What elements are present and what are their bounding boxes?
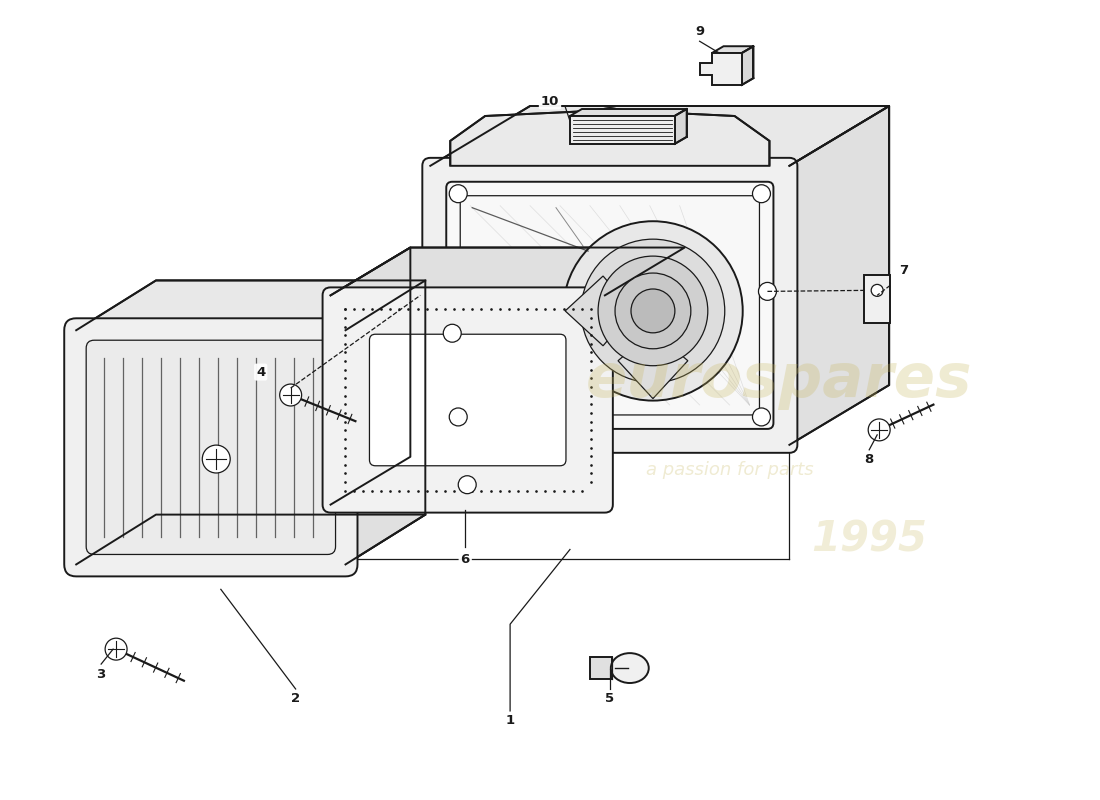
Text: 6: 6	[461, 553, 470, 566]
Text: 2: 2	[292, 693, 300, 706]
Text: 5: 5	[605, 693, 615, 706]
Circle shape	[449, 408, 468, 426]
Circle shape	[563, 222, 743, 401]
Text: a passion for parts: a passion for parts	[646, 461, 813, 478]
Polygon shape	[700, 54, 741, 85]
Circle shape	[615, 273, 691, 349]
Polygon shape	[618, 331, 688, 398]
Circle shape	[752, 408, 770, 426]
Circle shape	[459, 476, 476, 494]
Circle shape	[868, 419, 890, 441]
Circle shape	[106, 638, 128, 660]
Circle shape	[871, 285, 883, 296]
Circle shape	[631, 289, 675, 333]
Text: 3: 3	[97, 667, 106, 681]
FancyBboxPatch shape	[370, 334, 566, 466]
Polygon shape	[674, 109, 686, 144]
FancyBboxPatch shape	[64, 318, 358, 576]
Polygon shape	[741, 46, 754, 85]
Circle shape	[202, 445, 230, 473]
Polygon shape	[790, 106, 889, 445]
FancyBboxPatch shape	[86, 340, 336, 554]
Circle shape	[581, 239, 725, 382]
Polygon shape	[570, 109, 686, 116]
Text: 1995: 1995	[811, 518, 927, 561]
Bar	[590, 657, 612, 679]
Text: 10: 10	[541, 94, 559, 107]
Bar	[865, 275, 890, 323]
Polygon shape	[76, 514, 426, 565]
Circle shape	[279, 384, 301, 406]
Text: eurospares: eurospares	[586, 350, 972, 410]
Polygon shape	[331, 247, 684, 295]
Text: 7: 7	[900, 264, 909, 277]
Circle shape	[598, 256, 707, 366]
FancyBboxPatch shape	[422, 158, 798, 453]
Bar	[570, 116, 674, 144]
Circle shape	[449, 185, 468, 202]
Circle shape	[752, 185, 770, 202]
Polygon shape	[430, 106, 889, 166]
FancyBboxPatch shape	[447, 182, 773, 429]
FancyBboxPatch shape	[322, 287, 613, 513]
Text: 9: 9	[695, 25, 704, 38]
Circle shape	[759, 282, 777, 300]
Polygon shape	[565, 276, 632, 346]
Polygon shape	[450, 108, 769, 166]
Circle shape	[443, 324, 461, 342]
Polygon shape	[712, 46, 754, 54]
Polygon shape	[331, 247, 410, 505]
Ellipse shape	[610, 653, 649, 683]
Text: 1: 1	[506, 714, 515, 727]
Text: 8: 8	[865, 454, 873, 466]
Polygon shape	[345, 281, 426, 565]
Polygon shape	[76, 281, 426, 330]
Text: 4: 4	[256, 366, 265, 378]
